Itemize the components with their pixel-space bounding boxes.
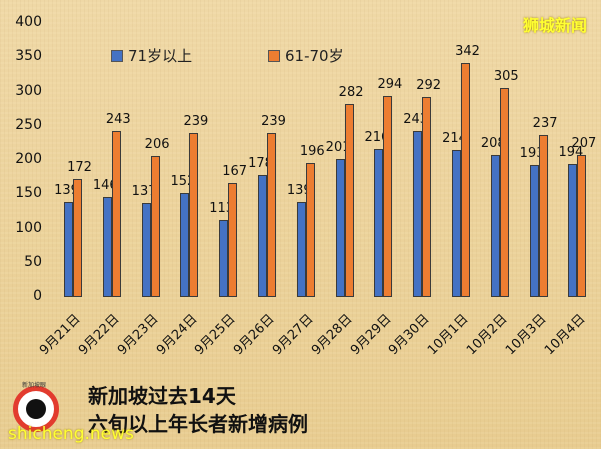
legend-item-61-70: 61-70岁 [268,45,344,66]
y-tick-label: 250 [15,116,42,133]
bar-61-70 [305,162,315,297]
value-label: 243 [105,111,131,127]
value-label: 113 [209,200,235,216]
value-label: 216 [364,130,390,146]
value-label: 201 [325,140,351,156]
value-label: 178 [248,156,273,172]
value-label: 243 [403,111,429,127]
bar-71-plus [490,154,500,297]
value-label: 305 [493,69,519,85]
bar-71-plus [64,201,73,297]
y-tick-label: 0 [33,288,42,304]
bar-61-70 [499,88,509,297]
x-tick-label: 10月2日 [463,311,511,359]
y-tick-label: 300 [15,82,42,99]
legend-label: 71岁以上 [128,47,193,65]
x-tick-label: 9月24日 [153,311,201,359]
bar-61-70 [461,62,470,297]
bar-61-70 [538,134,548,297]
x-tick-label: 9月30日 [386,311,433,359]
x-tick-label: 9月23日 [114,311,162,359]
y-tick-label: 100 [15,219,42,236]
value-label: 146 [92,177,118,193]
bar-61-70 [383,95,393,297]
logo-icon [13,386,59,432]
value-label: 294 [377,76,403,92]
x-tick-label: 9月28日 [308,311,356,359]
bar-71-plus [529,164,539,297]
brand-label: 狮城新闻 [522,16,587,35]
value-label: 282 [338,84,364,100]
watermark: shicheng.news [8,424,134,444]
bar-61-70 [577,155,587,297]
bar-61-70 [73,179,82,297]
legend-swatch-orange-icon [268,49,280,62]
legend-item-71-plus: 71岁以上 [111,45,192,66]
y-tick-label: 400 [15,14,42,30]
value-label: 196 [299,143,325,159]
bar-71-plus [296,201,306,297]
bar-71-plus [568,164,578,297]
bar-61-70 [228,182,238,297]
bar-61-70 [422,96,432,297]
bar-61-70 [150,155,160,297]
x-tick-label: 9月21日 [37,311,84,359]
bar-61-70 [111,130,121,297]
chart-title-line-1: 新加坡过去14天 [88,384,236,408]
value-label: 214 [442,131,467,147]
value-label: 239 [183,114,209,130]
x-tick-label: 9月26日 [231,311,278,359]
value-label: 342 [455,43,480,59]
bar-61-70 [267,133,276,297]
value-label: 207 [571,136,597,152]
value-label: 167 [222,163,248,179]
bar-71-plus [452,150,461,297]
x-tick-label: 10月3日 [502,311,550,359]
x-tick-label: 10月1日 [425,311,472,359]
value-label: 292 [416,77,442,93]
value-label: 152 [170,173,196,189]
value-label: 239 [261,114,286,130]
bar-71-plus [219,219,229,297]
value-label: 206 [144,136,170,152]
bar-71-plus [102,196,112,297]
value-label: 139 [286,182,312,198]
y-tick-label: 150 [15,185,42,202]
bar-61-70 [189,133,199,297]
bar-71-plus [180,192,190,297]
legend-label: 61-70岁 [285,47,344,65]
x-tick-label: 9月25日 [192,311,239,359]
y-tick-label: 50 [24,253,42,270]
value-label: 193 [519,145,545,161]
value-label: 139 [54,182,79,198]
x-tick-label: 9月27日 [269,311,317,359]
bar-71-plus [374,149,384,297]
bar-71-plus [335,159,345,297]
legend-swatch-blue-icon [111,49,123,62]
y-tick-label: 200 [15,151,42,167]
y-tick-label: 350 [15,48,42,65]
x-tick-label: 10月4日 [541,311,589,359]
value-label: 172 [67,160,92,176]
value-label: 237 [532,115,558,131]
chart-title-line-2: 六旬以上年长者新增病例 [88,412,308,436]
logo-text: 新加坡眼 [22,382,47,389]
x-tick-label: 9月29日 [347,311,395,359]
bar-71-plus [141,203,151,297]
x-tick-label: 9月22日 [75,311,123,359]
bar-61-70 [344,103,354,297]
value-label: 194 [558,145,584,161]
value-label: 137 [131,184,157,200]
bar-71-plus [258,175,267,297]
value-label: 208 [480,135,506,151]
bar-71-plus [413,130,423,297]
